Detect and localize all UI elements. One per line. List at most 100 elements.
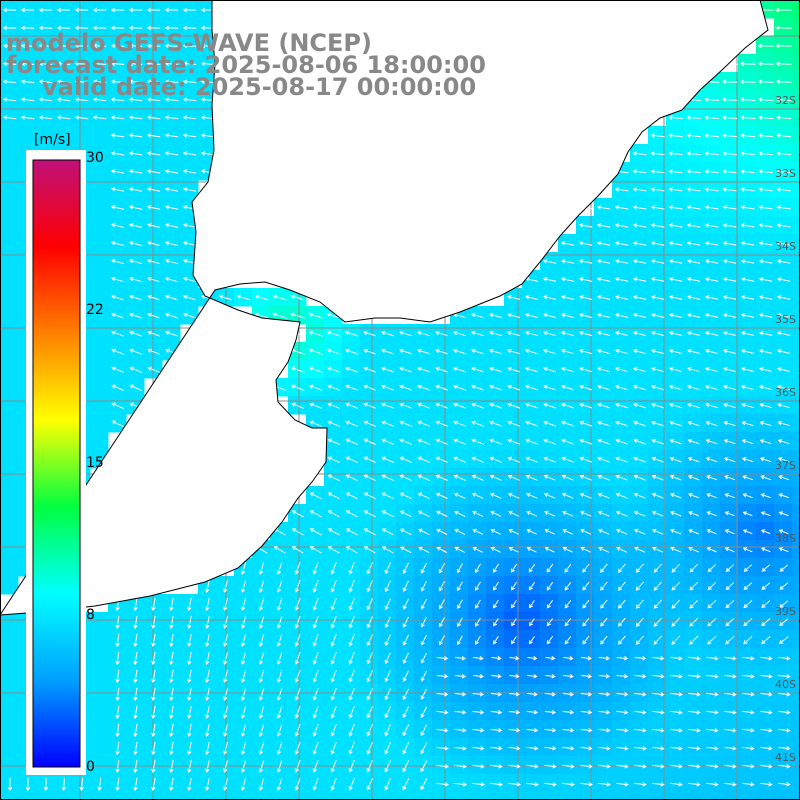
wind-arrow [760,746,773,751]
field-cell [648,252,667,271]
wind-arrow [183,276,197,283]
wind-arrow [668,313,683,318]
field-cell [540,342,559,361]
field-cell [234,774,253,793]
field-cell [702,234,721,253]
field-cell [108,720,127,739]
wind-arrow [614,295,629,300]
wind-arrow [742,710,755,715]
field-cell [792,594,800,613]
field-cell [126,738,145,757]
field-cell [306,792,325,800]
wind-arrow [276,741,283,755]
wind-arrow [381,384,395,391]
field-cell [486,702,505,721]
wind-arrow [614,205,629,210]
wind-arrow [776,223,791,228]
field-cell [180,108,199,127]
field-cell [666,162,685,181]
wind-arrow [724,547,735,553]
field-cell [720,594,739,613]
wind-arrow [761,618,771,627]
wind-arrow [417,420,430,427]
wind-arrow [615,348,629,355]
field-cell [504,630,523,649]
field-cell [162,666,181,685]
field-cell [612,558,631,577]
field-cell [126,144,145,163]
wind-arrow [669,438,682,445]
wind-arrow [363,510,376,518]
wind-arrow [634,692,647,697]
field-cell [126,270,145,289]
field-cell [720,720,739,739]
wind-arrow [544,510,556,517]
wind-arrow [507,402,521,409]
wind-arrow [110,61,125,67]
field-cell [702,216,721,235]
field-cell [756,342,775,361]
wind-arrow [147,294,161,301]
field-cell [684,108,703,127]
wind-arrow [327,510,340,518]
wind-arrow [722,151,737,156]
wind-arrow [775,115,792,120]
field-cell [396,558,415,577]
field-cell [0,216,19,235]
wind-arrow [330,652,337,665]
wind-arrow [653,599,663,609]
wind-arrow [435,764,450,769]
wind-arrow [200,79,215,84]
wind-arrow [635,617,644,627]
wind-arrow [489,456,502,463]
wind-arrow [778,728,791,733]
wind-arrow [400,546,412,554]
wind-arrow [182,223,197,228]
field-cell [774,612,793,631]
field-cell [540,324,559,343]
wind-arrow [182,115,197,120]
field-cell [702,720,721,739]
wind-arrow [579,384,593,391]
wind-arrow [294,651,301,665]
wind-arrow [510,581,517,591]
wind-arrow [38,79,53,84]
field-cell [450,612,469,631]
wind-arrow [739,79,756,85]
field-cell [792,216,800,235]
wind-arrow [743,618,753,627]
wind-arrow [669,366,683,373]
wind-arrow [561,492,574,499]
wind-arrow [688,692,701,697]
wind-arrow [438,563,445,574]
wind-arrow [579,438,592,445]
field-cell [72,72,91,91]
wind-arrow [402,742,410,755]
wind-arrow [276,651,283,665]
field-cell [594,234,613,253]
field-cell [720,216,739,235]
wind-arrow [580,692,593,697]
wind-arrow [294,579,301,593]
field-cell [648,198,667,217]
wind-arrow [580,710,593,715]
field-cell [774,234,793,253]
field-cell [594,306,613,325]
wind-arrow [222,597,229,611]
wind-arrow [507,294,521,300]
field-cell [504,756,523,775]
field-cell [180,648,199,667]
wind-arrow [723,457,736,463]
field-cell [0,18,19,37]
wind-arrow [598,764,611,769]
wind-arrow [616,546,628,553]
wind-arrow [758,277,773,282]
field-cell [324,666,343,685]
field-cell [432,648,451,667]
wind-arrow [2,43,17,49]
wind-arrow [650,223,665,228]
field-cell [630,306,649,325]
wind-arrow [151,669,156,684]
wind-arrow [723,384,737,391]
field-cell [756,756,775,775]
